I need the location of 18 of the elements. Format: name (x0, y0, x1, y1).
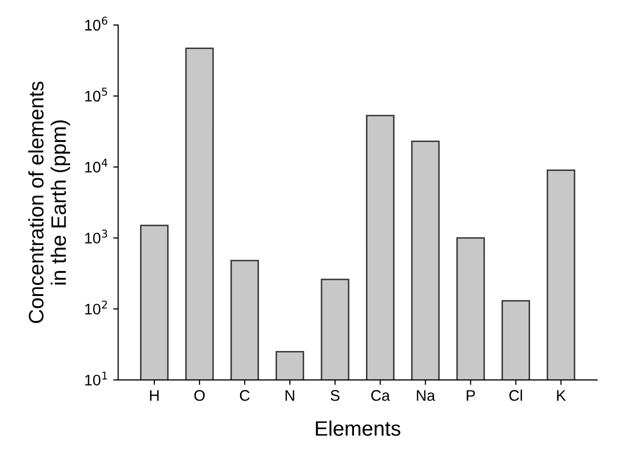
x-tick-label: Na (416, 390, 436, 401)
x-tick-label: Ca (371, 390, 390, 401)
x-tick-label: C (240, 390, 250, 401)
y-tick-label: 10$^{3}$ (85, 230, 108, 244)
y-axis-title: Concentration of elements in the Earth (ppm) (28, 82, 70, 324)
y-tick-label: 10$^{1}$ (85, 372, 107, 386)
y-tick-label: 10$^{5}$ (85, 88, 108, 102)
y-tick-label: 10$^{2}$ (85, 300, 107, 315)
x-tick-label: O (194, 390, 205, 401)
y-tick-label: 10$^{6}$ (85, 16, 108, 31)
x-tick-label: H (150, 390, 159, 401)
x-tick-label: Cl (509, 390, 522, 401)
x-tick-label: S (330, 390, 340, 401)
x-tick-label: P (466, 390, 475, 401)
x-axis-title: Elements (316, 420, 400, 436)
y-tick-label: 10$^{4}$ (85, 158, 108, 173)
x-tick-label: K (557, 390, 566, 401)
x-tick-label: N (286, 390, 294, 401)
